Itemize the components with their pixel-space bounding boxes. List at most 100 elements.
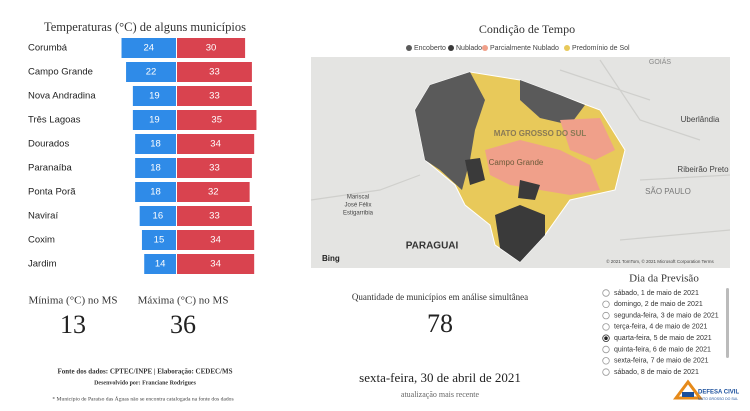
source: Fonte dos dados: CPTEC/INPE | Elaboração… (58, 368, 233, 376)
min-value-label: 22 (146, 67, 157, 78)
radio-button[interactable] (602, 300, 610, 308)
logo-icon (682, 392, 694, 397)
map-label: © 2021 TomTom, © 2021 Microsoft Corporat… (606, 258, 714, 264)
max-bar (177, 110, 257, 130)
map-label: Bing (322, 254, 340, 263)
max-bar (177, 134, 255, 154)
max-bar (177, 254, 255, 274)
min-bar (121, 38, 176, 58)
radio-button[interactable] (602, 289, 610, 297)
radio-button[interactable] (602, 345, 610, 354)
region-partly (485, 140, 600, 195)
logo-title: DEFESA CIVIL (698, 390, 739, 396)
max-value-label: 34 (210, 259, 221, 270)
max-value-label: 34 (210, 235, 221, 246)
max-bar (177, 86, 252, 106)
max-value: 36 (170, 310, 196, 339)
category-label: Corumbá (28, 43, 68, 54)
region-cloudy (495, 205, 545, 262)
max-value-label: 30 (206, 43, 217, 54)
legend-swatch (482, 45, 488, 51)
min-bar (144, 254, 176, 274)
max-value-label: 33 (209, 67, 220, 78)
min-value-label: 14 (155, 259, 166, 270)
radio-dot[interactable] (604, 336, 608, 341)
max-value-label: 34 (210, 139, 221, 150)
forecast-title: Dia da Previsão (629, 273, 699, 285)
category-label: Três Lagoas (28, 115, 81, 126)
legend-label: Encoberto (414, 45, 446, 52)
bar-title: Temperaturas (°C) de alguns municípios (44, 20, 246, 34)
min-label: Mínima (°C) no MS (28, 295, 117, 307)
min-bar (135, 158, 176, 178)
logo-icon (673, 379, 703, 400)
legend-label: Parcialmente Nublado (490, 45, 559, 52)
max-bar (177, 38, 246, 58)
map-roads (310, 59, 731, 241)
radio-label[interactable]: domingo, 2 de maio de 2021 (614, 301, 703, 308)
min-value-label: 16 (153, 211, 164, 222)
category-label: Nova Andradina (28, 91, 96, 102)
category-label: Coxim (28, 235, 55, 246)
note: * Município de Paraíso das Águas não se … (52, 394, 233, 402)
region-partly (560, 118, 615, 160)
update-date: sexta-feira, 30 de abril de 2021 (359, 370, 521, 385)
min-value-label: 18 (150, 139, 161, 150)
max-value-label: 33 (209, 211, 220, 222)
radio-label[interactable]: segunda-feira, 3 de maio de 2021 (614, 312, 719, 319)
region-cloudy (465, 158, 485, 185)
max-value-label: 33 (209, 91, 220, 102)
category-label: Ponta Porã (28, 187, 76, 198)
min-value-label: 24 (143, 43, 154, 54)
radio-label[interactable]: terça-feira, 4 de maio de 2021 (614, 324, 707, 331)
min-bar (132, 110, 176, 130)
min-bar (135, 182, 176, 202)
map-label: José Félix (344, 203, 371, 209)
radio-label[interactable]: sábado, 1 de maio de 2021 (614, 290, 699, 297)
radio-label[interactable]: quarta-feira, 5 de maio de 2021 (614, 335, 712, 342)
radio-button[interactable] (602, 323, 610, 331)
map-label: GOIÁS (649, 57, 672, 66)
count-label: Quantidade de municípios em análise simu… (352, 292, 528, 302)
min-bar (132, 86, 176, 106)
min-value-label: 19 (149, 115, 160, 126)
map-label: Mariscal (347, 195, 369, 201)
min-value-label: 15 (154, 235, 165, 246)
max-bar (177, 230, 255, 250)
max-value-label: 32 (208, 187, 219, 198)
min-bar (139, 206, 176, 226)
category-label: Dourados (28, 139, 69, 150)
bar-chart: Corumbá 24 30 Campo Grande 22 33 Nova Andradin… (28, 38, 257, 274)
min-bar (135, 134, 176, 154)
min-value: 13 (60, 310, 86, 339)
min-bar (126, 62, 176, 82)
map-legend: Encoberto Nublado Parcialmente Nublado Pred… (406, 45, 630, 52)
radio-label[interactable]: sexta-feira, 7 de maio de 2021 (614, 358, 709, 365)
developer: Desenvolvido por: Franciane Rodrigues (94, 380, 196, 386)
logo: DEFESA CIVIL MATO GROSSO DO SUL (673, 379, 739, 401)
radio-button[interactable] (602, 368, 610, 376)
scrollbar[interactable] (726, 288, 729, 358)
legend-swatch (564, 45, 570, 51)
radio-label[interactable]: sábado, 8 de maio de 2021 (614, 369, 699, 376)
count-value: 78 (427, 309, 453, 338)
radio-label[interactable]: quinta-feira, 6 de maio de 2021 (614, 346, 711, 353)
forecast-slicer: sábado, 1 de maio de 2021 domingo, 2 de m… (602, 289, 719, 376)
region-overcast (520, 80, 585, 125)
map-label: Estigarribia (343, 211, 374, 217)
max-bar (177, 62, 252, 82)
max-bar (177, 206, 252, 226)
map-title: Condição de Tempo (479, 22, 575, 36)
logo-subtitle: MATO GROSSO DO SUL (698, 397, 738, 401)
legend-swatch (448, 45, 454, 51)
category-label: Paranaíba (28, 163, 73, 174)
map-label: Uberlândia (681, 115, 720, 124)
max-value-label: 35 (211, 115, 222, 126)
category-label: Campo Grande (28, 67, 93, 78)
radio-button[interactable] (602, 357, 610, 365)
max-bar (177, 158, 252, 178)
map-label: Ribeirão Preto (677, 165, 729, 174)
radio-button[interactable] (602, 311, 610, 320)
legend-swatch (406, 45, 412, 51)
